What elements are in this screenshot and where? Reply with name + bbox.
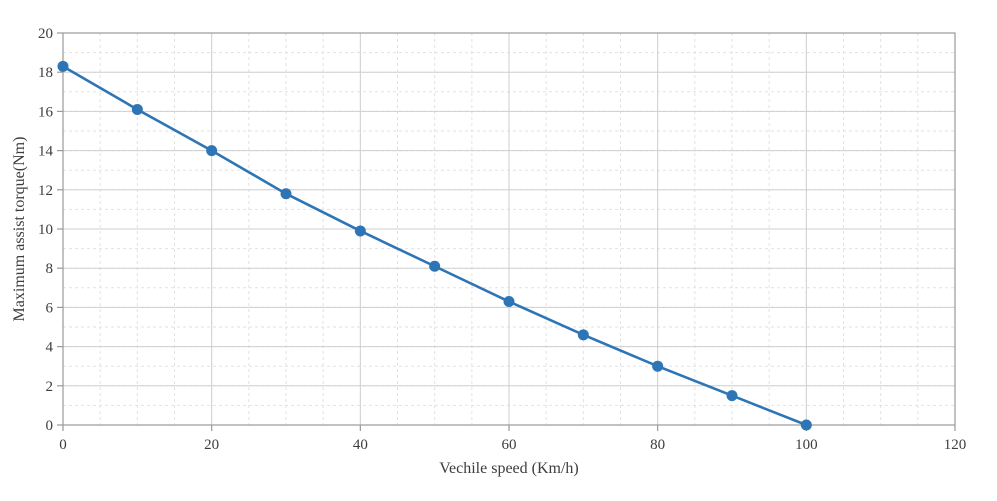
y-axis-label: Maximum assist torque(Nm) — [11, 137, 28, 322]
y-tick-label: 8 — [46, 261, 54, 277]
data-point-marker — [503, 296, 515, 308]
y-tick-label: 4 — [46, 340, 54, 356]
y-tick-label: 16 — [38, 104, 54, 120]
y-tick-label: 0 — [46, 418, 54, 434]
data-point-marker — [726, 390, 738, 402]
y-tick-label: 20 — [38, 26, 53, 42]
x-tick-label: 60 — [502, 437, 517, 453]
y-tick-label: 10 — [38, 222, 53, 238]
data-point-marker — [354, 225, 366, 237]
y-tick-label: 6 — [46, 300, 54, 316]
y-tick-label: 18 — [38, 65, 53, 81]
x-tick-label: 20 — [204, 437, 219, 453]
data-point-marker — [57, 60, 69, 72]
data-point-marker — [429, 260, 441, 272]
data-point-marker — [800, 419, 812, 431]
x-tick-label: 120 — [944, 437, 967, 453]
data-point-marker — [280, 188, 292, 200]
data-point-marker — [577, 329, 589, 341]
x-tick-label: 0 — [59, 437, 67, 453]
x-tick-label: 100 — [795, 437, 818, 453]
data-point-marker — [206, 145, 218, 157]
x-axis-label: Vechile speed (Km/h) — [439, 460, 579, 477]
y-tick-label: 12 — [38, 183, 53, 199]
data-point-marker — [131, 103, 143, 115]
y-tick-label: 2 — [46, 379, 54, 395]
x-tick-label: 80 — [650, 437, 665, 453]
x-tick-label: 40 — [353, 437, 368, 453]
data-point-marker — [652, 360, 664, 372]
plot-area: 0 20 40 60 80 100 120 0 2 4 6 8 10 12 14 16 18 20 — [38, 26, 966, 453]
y-tick-label: 14 — [38, 144, 54, 160]
